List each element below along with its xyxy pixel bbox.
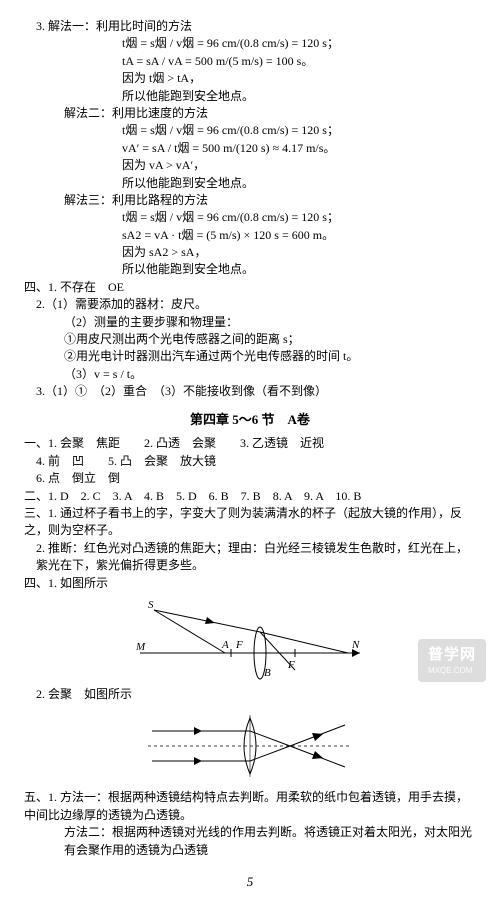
sol1-header: 3. 解法一：利用比时间的方法 — [36, 18, 476, 35]
q4-2b: （2）测量的主要步骤和物理量： — [64, 314, 476, 331]
figure-1: S M A F F B N — [24, 598, 476, 680]
ans5-m1: 五、1. 方法一：根据两种透镜结构特点去判断。用柔软的纸巾包着透镜，用手去摸，中… — [24, 789, 476, 824]
fig1-label-B: B — [264, 667, 271, 679]
fig1-label-N: N — [351, 639, 360, 651]
section-title: 第四章 5～6 节 A卷 — [24, 411, 476, 430]
sol3-header: 解法三：利用比路程的方法 — [64, 192, 476, 209]
sol3-l3: 因为 sA2 > sA， — [122, 244, 476, 261]
sol3-l4: 所以他能跑到安全地点。 — [122, 261, 476, 278]
fig1-label-A: A — [221, 639, 229, 651]
q4-2c: （3）v = s / t。 — [64, 366, 476, 383]
sol1-l4: 所以他能跑到安全地点。 — [122, 88, 476, 105]
sol1-l1: t烟 = s烟 / v烟 = 96 cm/(0.8 cm/s) = 120 s； — [122, 35, 476, 52]
ans4-2: 2. 会聚 如图所示 — [36, 686, 476, 703]
sol3-l1: t烟 = s烟 / v烟 = 96 cm/(0.8 cm/s) = 120 s； — [122, 209, 476, 226]
ans1-4: 4. 前 凹 5. 凸 会聚 放大镜 — [36, 453, 476, 470]
fig1-label-F2: F — [287, 659, 295, 671]
page-number: 5 — [24, 873, 476, 892]
ans3-1: 三、1. 通过杯子看书上的字，字变大了则为装满清水的杯子（起放大镜的作用），反之… — [24, 505, 476, 540]
q4-2a: 2.（1）需要添加的器材：皮尺。 — [36, 296, 476, 313]
sol2-l1: t烟 = s烟 / v烟 = 96 cm/(0.8 cm/s) = 120 s； — [122, 122, 476, 139]
q4-2b2: ②用光电计时器测出汽车通过两个光电传感器的时间 t。 — [64, 348, 476, 365]
watermark-sub: MXQE.COM — [428, 665, 476, 677]
sol3-l2: sA2 = vA · t烟 = (5 m/s) × 120 s = 600 m。 — [122, 227, 476, 244]
sol2-header: 解法二：利用比速度的方法 — [64, 105, 476, 122]
sol1-l3: 因为 t烟 > tA， — [122, 70, 476, 87]
watermark: 普学网 MXQE.COM — [418, 639, 486, 682]
fig1-label-S: S — [148, 599, 154, 611]
fig1-label-M: M — [135, 641, 146, 653]
ans5-m2: 方法二：根据两种透镜对光线的作用去判断。将透镜正对着太阳光，对太阳光有会聚作用的… — [64, 824, 476, 859]
sol1-l2: tA = sA / vA = 500 m/(5 m/s) = 100 s。 — [122, 53, 476, 70]
sol2-l4: 所以他能跑到安全地点。 — [122, 175, 476, 192]
q4-2b1: ①用皮尺测出两个光电传感器之间的距离 s； — [64, 331, 476, 348]
q4-3: 3.（1）① （2）重合 （3）不能接收到像（看不到像） — [36, 383, 476, 400]
ans2: 二、1. D 2. C 3. A 4. B 5. D 6. B 7. B 8. … — [24, 488, 476, 505]
fig1-label-F: F — [235, 639, 243, 651]
sol2-l2: vA′ = sA / t烟 = 500 m/(120 s) ≈ 4.17 m/s… — [122, 140, 476, 157]
ans1-1: 一、1. 会聚 焦距 2. 凸透 会聚 3. 乙透镜 近视 — [24, 435, 476, 452]
figure-2 — [24, 709, 476, 783]
watermark-main: 普学网 — [428, 646, 476, 663]
ans1-6: 6. 点 倒立 倒 — [36, 470, 476, 487]
ans3-2: 2. 推断：红色光对凸透镜的焦距大；理由：白光经三棱镜发生色散时，红光在上，紫光… — [36, 540, 476, 575]
q4-1: 四、1. 不存在 OE — [24, 279, 476, 296]
ans4-1: 四、1. 如图所示 — [24, 575, 476, 592]
sol2-l3: 因为 vA > vA′， — [122, 157, 476, 174]
